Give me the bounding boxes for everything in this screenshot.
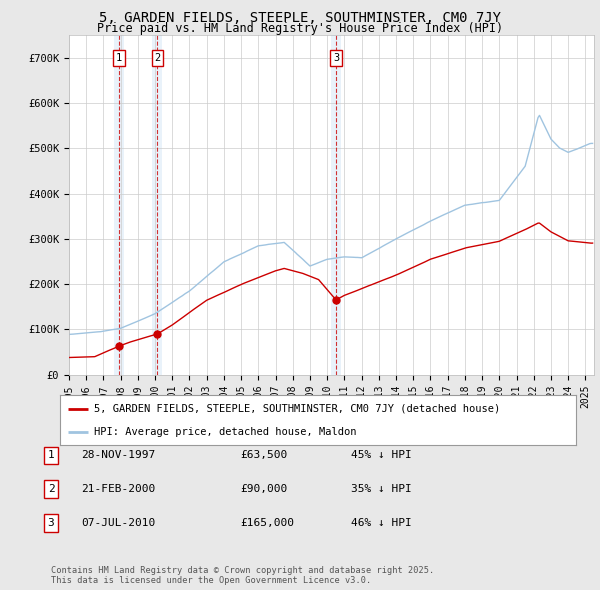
Text: 45% ↓ HPI: 45% ↓ HPI [351,451,412,460]
Text: £90,000: £90,000 [240,484,287,494]
Text: 1: 1 [47,451,55,460]
Text: 21-FEB-2000: 21-FEB-2000 [81,484,155,494]
Text: 46% ↓ HPI: 46% ↓ HPI [351,518,412,527]
Bar [331,35,341,375]
Text: Contains HM Land Registry data © Crown copyright and database right 2025.
This d: Contains HM Land Registry data © Crown c… [51,566,434,585]
Text: 35% ↓ HPI: 35% ↓ HPI [351,484,412,494]
Text: 3: 3 [47,518,55,527]
Text: 07-JUL-2010: 07-JUL-2010 [81,518,155,527]
Text: £165,000: £165,000 [240,518,294,527]
Text: HPI: Average price, detached house, Maldon: HPI: Average price, detached house, Mald… [94,427,356,437]
Text: £63,500: £63,500 [240,451,287,460]
Bar [114,35,124,375]
Text: 5, GARDEN FIELDS, STEEPLE, SOUTHMINSTER, CM0 7JY (detached house): 5, GARDEN FIELDS, STEEPLE, SOUTHMINSTER,… [94,404,500,414]
Bar [152,35,163,375]
Text: 3: 3 [333,53,339,63]
Text: 2: 2 [47,484,55,494]
Text: 28-NOV-1997: 28-NOV-1997 [81,451,155,460]
Text: 1: 1 [116,53,122,63]
Text: Price paid vs. HM Land Registry's House Price Index (HPI): Price paid vs. HM Land Registry's House … [97,22,503,35]
Text: 5, GARDEN FIELDS, STEEPLE, SOUTHMINSTER, CM0 7JY: 5, GARDEN FIELDS, STEEPLE, SOUTHMINSTER,… [99,11,501,25]
Text: 2: 2 [154,53,160,63]
